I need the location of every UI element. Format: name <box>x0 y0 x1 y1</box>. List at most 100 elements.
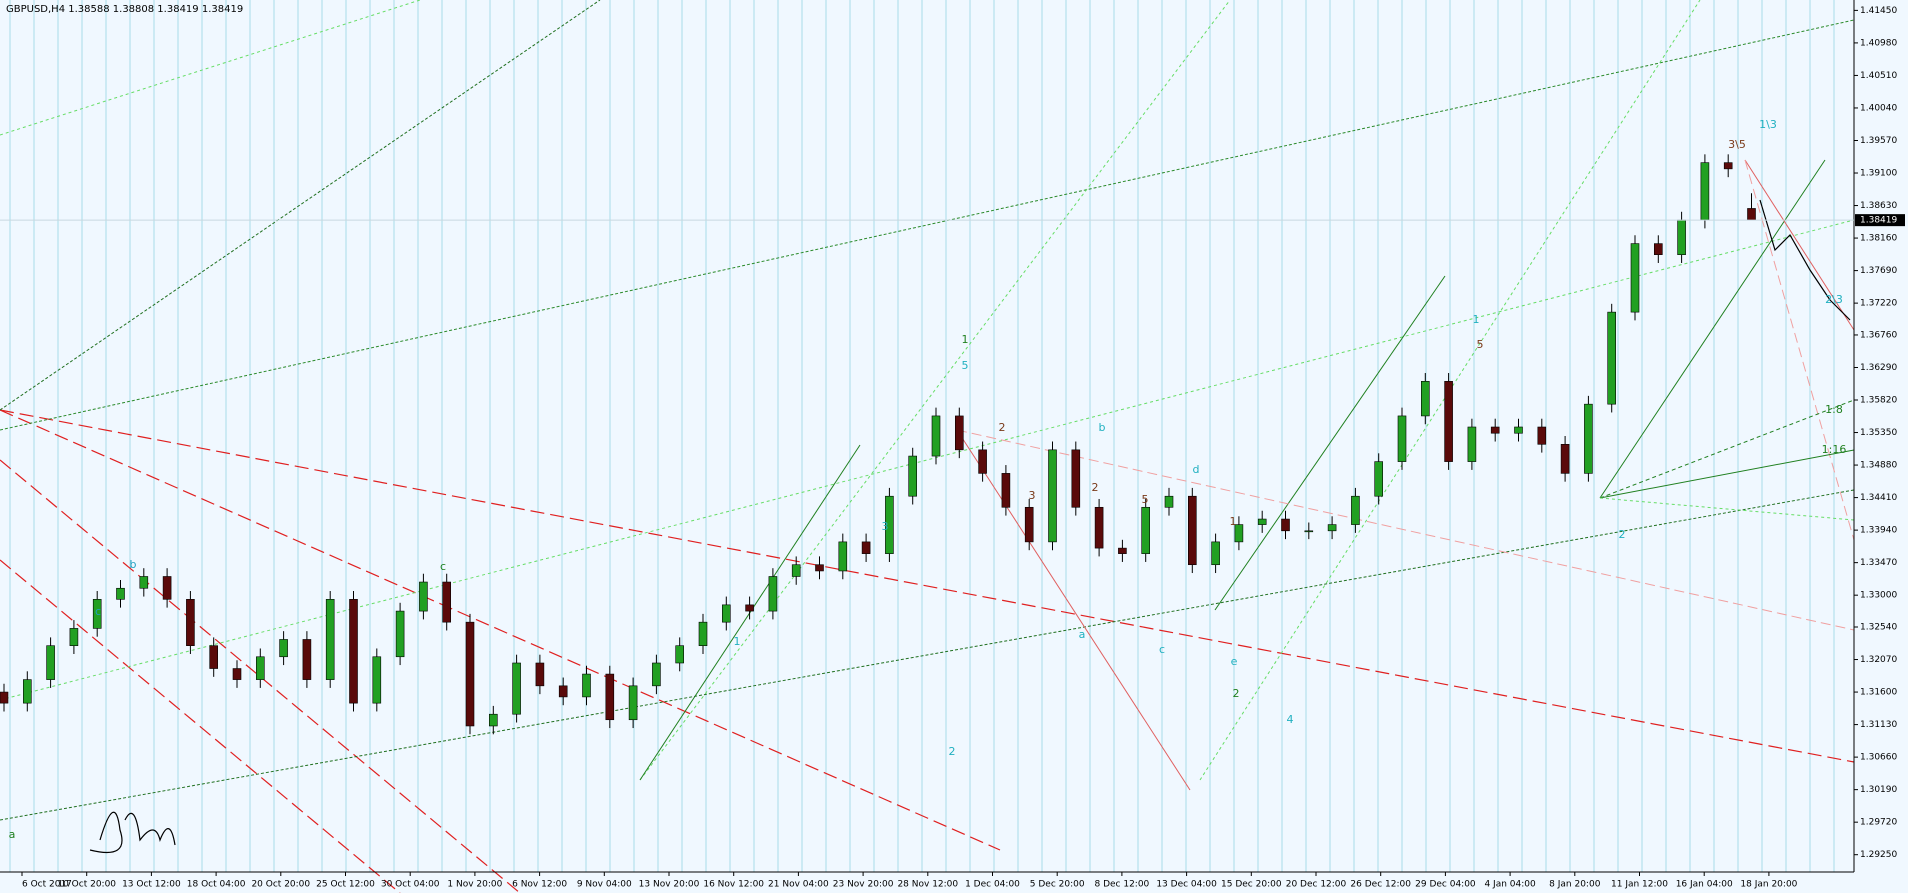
wave-label: 2 <box>1092 481 1099 494</box>
x-tick-label: 18 Jan 20:00 <box>1740 880 1797 890</box>
x-tick-label: 8 Jan 20:00 <box>1549 880 1601 890</box>
trend-line <box>1214 275 1446 611</box>
x-tick-label: 1 Dec 04:00 <box>965 880 1020 890</box>
x-tick-label: 30 Oct 04:00 <box>381 880 440 890</box>
y-tick-label: 1.39100 <box>1860 169 1897 179</box>
x-tick-label: 13 Dec 04:00 <box>1156 880 1217 890</box>
y-tick-label: 1.29250 <box>1860 850 1897 860</box>
candle-body <box>954 415 964 451</box>
candle-body <box>605 673 615 721</box>
candle-body <box>838 541 848 572</box>
candle-body <box>675 645 685 664</box>
candle-body <box>1537 426 1547 445</box>
wave-label: 1 <box>1473 313 1480 326</box>
x-tick-label: 10 Oct 20:00 <box>57 880 116 890</box>
x-tick-label: 15 Dec 20:00 <box>1221 880 1282 890</box>
y-tick-label: 1.41450 <box>1860 6 1897 16</box>
wave-label: 2 <box>999 421 1006 434</box>
trend-line <box>0 489 1855 821</box>
wave-label: a <box>1079 628 1086 641</box>
candle-body <box>582 673 591 698</box>
candle-body <box>488 713 498 727</box>
candle-body <box>978 449 987 474</box>
trend-line <box>0 459 521 893</box>
candle-body <box>22 679 32 704</box>
candle-body <box>372 656 382 704</box>
x-tick-label: 28 Nov 12:00 <box>897 880 958 890</box>
candle-body <box>116 587 125 600</box>
candle-body <box>186 599 195 646</box>
y-tick-label: 1.36760 <box>1860 330 1897 340</box>
candle-body <box>931 415 941 457</box>
wave-label: 1 <box>734 635 741 648</box>
candle-body <box>1351 495 1360 525</box>
y-tick-label: 1.31600 <box>1860 688 1897 698</box>
y-tick-label: 1.32540 <box>1860 623 1897 633</box>
trend-line <box>0 559 401 893</box>
candle-body <box>162 576 172 600</box>
wave-label: 2 <box>1233 687 1240 700</box>
candle-body <box>535 662 545 687</box>
trend-line <box>1599 497 1855 521</box>
candle-body <box>1654 243 1663 255</box>
trend-line <box>1744 159 1855 331</box>
candles <box>0 154 1756 735</box>
y-tick-label: 1.38160 <box>1860 234 1897 244</box>
candle-body <box>279 639 288 658</box>
x-tick-label: 8 Dec 12:00 <box>1094 880 1149 890</box>
candle-body <box>209 645 218 669</box>
trend-line <box>1744 159 1855 541</box>
y-tick-label: 1.34880 <box>1860 461 1897 471</box>
x-tick-label: 23 Nov 20:00 <box>833 880 894 890</box>
y-tick-label: 1.40040 <box>1860 103 1897 113</box>
candle-body <box>1164 495 1174 508</box>
trend-line <box>639 0 1231 781</box>
candle-body <box>1560 444 1570 474</box>
x-tick-label: 20 Dec 12:00 <box>1286 880 1347 890</box>
x-tick-label: 9 Nov 04:00 <box>577 880 632 890</box>
candle-body <box>1211 541 1220 566</box>
y-tick-label: 1.37220 <box>1860 299 1897 309</box>
chart-title: GBPUSD,H4 1.38588 1.38808 1.38419 1.3841… <box>6 4 243 15</box>
candle-body <box>745 604 754 612</box>
y-tick-label: 1.34410 <box>1860 493 1897 503</box>
candle-body <box>1490 426 1500 434</box>
trend-line <box>0 0 421 136</box>
trend-line <box>0 409 1001 851</box>
candle-body <box>768 576 778 612</box>
candle-body <box>1071 449 1081 508</box>
current-price-box <box>1855 214 1905 227</box>
y-tick-label: 1.29720 <box>1860 818 1897 828</box>
candle-body <box>698 621 708 646</box>
x-tick-label: 4 Jan 04:00 <box>1484 880 1536 890</box>
wave-label: 2 <box>949 745 956 758</box>
y-tick-label: 1.35820 <box>1860 396 1897 406</box>
candle-body <box>1374 461 1383 497</box>
y-tick-label: 1.33000 <box>1860 591 1897 601</box>
candle-body <box>0 691 9 704</box>
candle-body <box>255 656 265 680</box>
candle-body <box>1723 162 1733 170</box>
candle-body <box>1607 311 1616 405</box>
candle-body <box>512 662 521 715</box>
candle-body <box>558 685 568 698</box>
vertical-grid <box>9 0 1835 872</box>
wave-label: c <box>440 560 446 573</box>
candle-body <box>628 685 638 721</box>
candle-body <box>1048 449 1057 543</box>
trend-line <box>0 0 601 411</box>
wave-label: 3 <box>1029 489 1036 502</box>
wave-label: d <box>1193 463 1200 476</box>
wave-label: 1 <box>1230 515 1237 528</box>
x-tick-label: 1 Nov 20:00 <box>447 880 502 890</box>
trend-line <box>0 219 1855 701</box>
candle-body <box>395 610 405 658</box>
wave-label: a <box>9 828 16 841</box>
trend-line <box>0 19 1855 431</box>
candle-body <box>325 599 335 680</box>
candle-body <box>232 668 242 680</box>
candle-body <box>1118 547 1127 554</box>
candle-body <box>1281 518 1290 532</box>
